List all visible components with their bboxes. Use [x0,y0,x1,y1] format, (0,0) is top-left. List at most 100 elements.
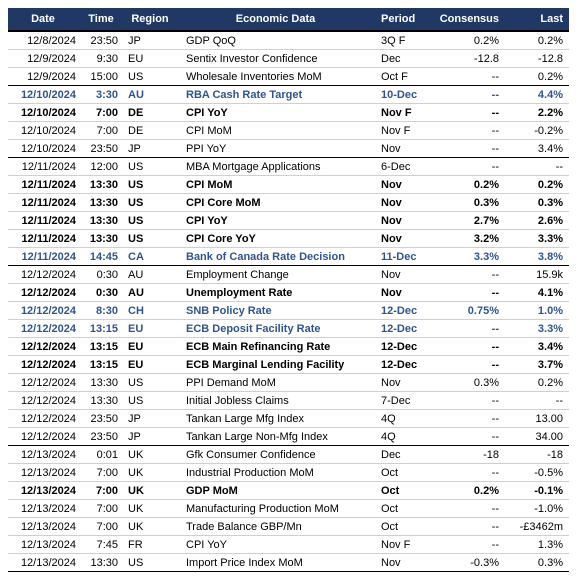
table-row: 12/10/202423:50JPPPI YoYNov--3.4% [8,140,569,158]
cell-period: 4Q [375,410,433,428]
cell-econ: Sentix Investor Confidence [176,50,375,68]
cell-date: 12/13/2024 [8,554,78,572]
cell-time: 7:00 [78,122,124,140]
cell-time: 13:30 [78,212,124,230]
table-row: 12/12/20240:30AUUnemployment RateNov--4.… [8,284,569,302]
table-row: 12/11/202413:30USCPI Core YoYNov3.2%3.3% [8,230,569,248]
cell-last: -0.2% [509,122,569,140]
cell-time: 13:30 [78,374,124,392]
cell-period: 6-Dec [375,158,433,176]
cell-last: 2.2% [509,104,569,122]
cell-date: 12/11/2024 [8,248,78,266]
cell-last: -- [509,392,569,410]
cell-last: -1.0% [509,500,569,518]
cell-last: -£3462m [509,518,569,536]
cell-last: 3.3% [509,320,569,338]
cell-cons: 3.3% [433,248,509,266]
cell-period: Nov F [375,122,433,140]
cell-period: Nov [375,554,433,572]
cell-econ: Import Price Index MoM [176,554,375,572]
cell-period: Nov [375,284,433,302]
cell-time: 0:30 [78,266,124,284]
cell-period: 12-Dec [375,302,433,320]
cell-region: US [124,158,176,176]
table-row: 12/12/202413:30USPPI Demand MoMNov0.3%0.… [8,374,569,392]
cell-last: -12.8 [509,50,569,68]
cell-time: 13:30 [78,194,124,212]
cell-date: 12/10/2024 [8,122,78,140]
table-row: 12/12/20240:30AUEmployment ChangeNov--15… [8,266,569,284]
cell-time: 0:01 [78,446,124,464]
cell-econ: Employment Change [176,266,375,284]
cell-last: 4.4% [509,86,569,104]
cell-cons: 0.75% [433,302,509,320]
cell-time: 8:30 [78,302,124,320]
cell-cons: 0.3% [433,374,509,392]
header-time: Time [78,8,124,31]
cell-last: 1.0% [509,302,569,320]
header-last: Last [509,8,569,31]
table-row: 12/11/202413:30USCPI Core MoMNov0.3%0.3% [8,194,569,212]
cell-date: 12/12/2024 [8,428,78,446]
cell-region: US [124,230,176,248]
cell-time: 7:00 [78,518,124,536]
cell-cons: -- [433,392,509,410]
cell-region: US [124,68,176,86]
cell-last: 0.3% [509,554,569,572]
table-row: 12/12/202423:50JPTankan Large Mfg Index4… [8,410,569,428]
cell-econ: CPI MoM [176,176,375,194]
cell-econ: Manufacturing Production MoM [176,500,375,518]
cell-econ: Initial Jobless Claims [176,392,375,410]
cell-date: 12/12/2024 [8,392,78,410]
cell-cons: 2.7% [433,212,509,230]
cell-time: 14:45 [78,248,124,266]
cell-date: 12/13/2024 [8,536,78,554]
cell-time: 7:45 [78,536,124,554]
cell-last: 0.2% [509,374,569,392]
cell-cons: 0.2% [433,31,509,50]
cell-cons: -- [433,266,509,284]
economic-calendar-table: Date Time Region Economic Data Period Co… [8,8,569,572]
header-date: Date [8,8,78,31]
cell-time: 7:00 [78,104,124,122]
cell-econ: CPI YoY [176,212,375,230]
cell-cons: 3.2% [433,230,509,248]
cell-econ: CPI MoM [176,122,375,140]
cell-date: 12/10/2024 [8,140,78,158]
cell-last: 0.2% [509,176,569,194]
cell-date: 12/9/2024 [8,68,78,86]
table-row: 12/12/20248:30CHSNB Policy Rate12-Dec0.7… [8,302,569,320]
header-region: Region [124,8,176,31]
cell-cons: -- [433,140,509,158]
cell-cons: -- [433,410,509,428]
cell-period: Nov [375,176,433,194]
table-row: 12/12/202413:15EUECB Deposit Facility Ra… [8,320,569,338]
cell-econ: GDP QoQ [176,31,375,50]
table-row: 12/11/202414:45CABank of Canada Rate Dec… [8,248,569,266]
cell-time: 7:00 [78,500,124,518]
cell-econ: Gfk Consumer Confidence [176,446,375,464]
cell-last: 15.9k [509,266,569,284]
cell-date: 12/13/2024 [8,464,78,482]
header-consensus: Consensus [433,8,509,31]
cell-region: US [124,392,176,410]
cell-cons: -- [433,338,509,356]
table-row: 12/8/202423:50JPGDP QoQ3Q F0.2%0.2% [8,31,569,50]
cell-region: EU [124,320,176,338]
cell-cons: -- [433,122,509,140]
cell-last: 13.00 [509,410,569,428]
cell-region: CA [124,248,176,266]
cell-cons: -- [433,104,509,122]
cell-date: 12/10/2024 [8,104,78,122]
header-period: Period [375,8,433,31]
cell-time: 3:30 [78,86,124,104]
cell-econ: CPI YoY [176,536,375,554]
cell-econ: GDP MoM [176,482,375,500]
table-row: 12/10/20247:00DECPI MoMNov F---0.2% [8,122,569,140]
cell-time: 23:50 [78,428,124,446]
cell-region: JP [124,31,176,50]
cell-region: JP [124,410,176,428]
cell-region: EU [124,356,176,374]
cell-period: Nov [375,140,433,158]
cell-date: 12/12/2024 [8,410,78,428]
